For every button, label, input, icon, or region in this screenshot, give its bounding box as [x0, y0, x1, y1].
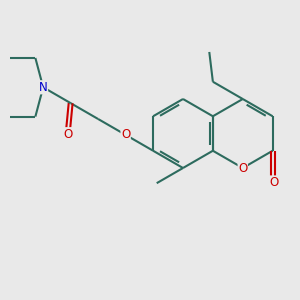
Text: O: O	[63, 128, 72, 141]
Text: N: N	[39, 81, 47, 94]
Text: O: O	[238, 161, 248, 175]
Text: O: O	[121, 128, 130, 141]
Text: O: O	[269, 176, 279, 189]
